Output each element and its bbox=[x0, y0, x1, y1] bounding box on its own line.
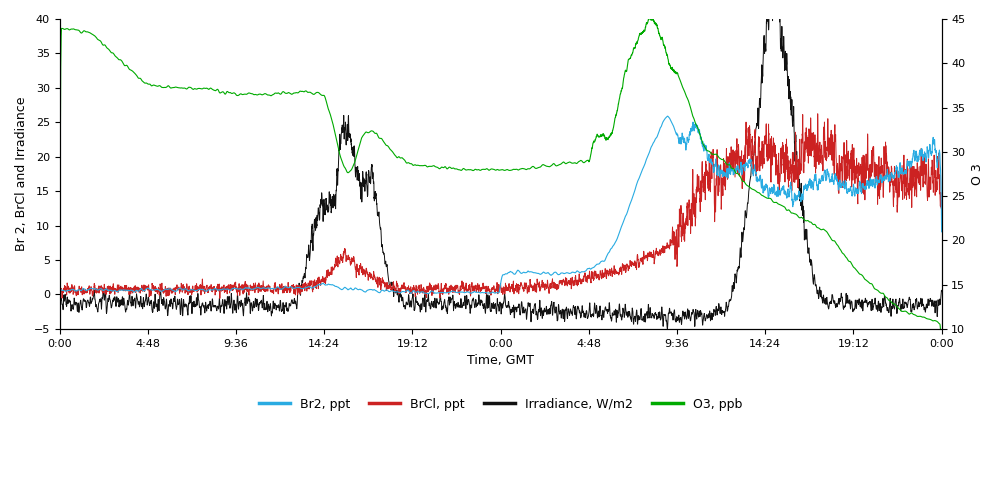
Y-axis label: O 3: O 3 bbox=[971, 163, 984, 185]
X-axis label: Time, GMT: Time, GMT bbox=[468, 354, 534, 367]
Legend: Br2, ppt, BrCl, ppt, Irradiance, W/m2, O3, ppb: Br2, ppt, BrCl, ppt, Irradiance, W/m2, O… bbox=[254, 393, 747, 415]
Y-axis label: Br 2, BrCl and Irradiance: Br 2, BrCl and Irradiance bbox=[15, 97, 28, 251]
